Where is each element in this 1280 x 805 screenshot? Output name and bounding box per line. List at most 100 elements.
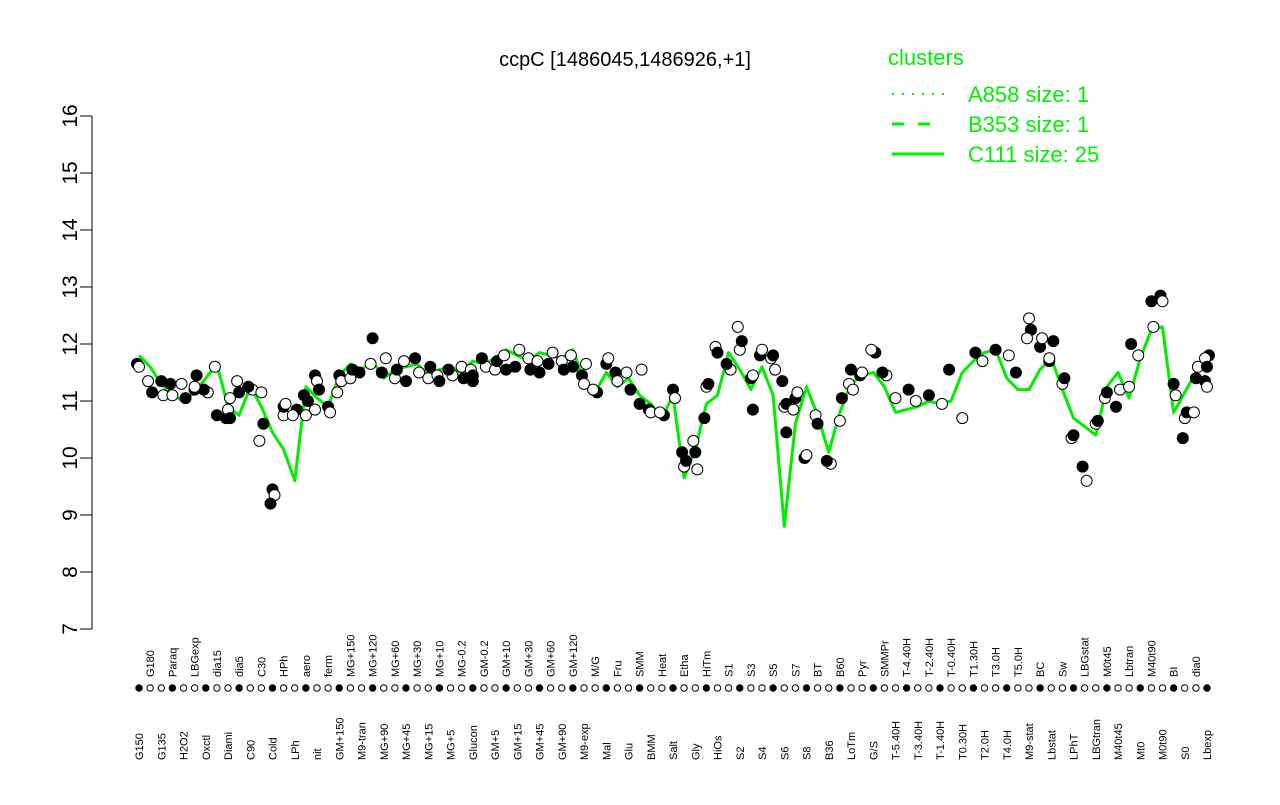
data-point [680, 454, 693, 467]
x-rug-marker [624, 684, 633, 692]
data-point [513, 343, 526, 356]
x-tick-label: Sw [1057, 662, 1069, 677]
x-rug-marker [902, 684, 911, 692]
data-point [620, 366, 633, 379]
x-rug-marker [936, 684, 944, 692]
x-rug-marker [168, 684, 177, 692]
data-point [264, 497, 277, 510]
x-rug-marker [179, 684, 188, 692]
x-tick-label: S7 [790, 664, 802, 677]
data-point [299, 409, 312, 422]
data-point [1147, 320, 1160, 333]
data-point [1201, 360, 1213, 373]
data-point [253, 434, 266, 447]
data-point [466, 369, 479, 382]
legend-entry-c111: C111 size: 25 [968, 142, 1099, 167]
x-tick-label: dia5 [234, 656, 246, 677]
x-rug-marker [747, 684, 755, 692]
x-rug-marker [1181, 684, 1189, 692]
x-tick-label: M9-stat [1024, 723, 1036, 760]
x-rug-marker [736, 684, 744, 692]
x-rug-marker [980, 684, 989, 692]
x-rug-marker [535, 684, 544, 692]
x-rug-marker [680, 684, 688, 692]
x-rug-marker [1025, 684, 1033, 692]
x-tick-label: GM+120 [568, 635, 580, 678]
data-point [922, 389, 935, 402]
y-tick-label: 11 [59, 390, 82, 412]
data-point [1043, 352, 1056, 365]
data-point [787, 403, 800, 416]
data-point [1125, 338, 1138, 350]
x-rug-marker [402, 684, 410, 692]
y-tick-label: 8 [59, 566, 82, 578]
x-rug-marker [780, 684, 788, 692]
data-point [188, 380, 201, 393]
x-tick-label: ferm [323, 655, 335, 677]
data-point [566, 360, 579, 373]
x-rug-marker [1114, 684, 1122, 692]
data-point [746, 403, 759, 416]
x-tick-label: M0t90 [1158, 729, 1170, 760]
x-tick-label: HPh [279, 656, 291, 677]
data-point [175, 377, 188, 390]
data-point [1156, 295, 1169, 308]
x-tick-label: LBGstat [1080, 637, 1092, 677]
x-rug-marker [335, 684, 343, 692]
data-point [1110, 400, 1122, 413]
x-rug-marker [268, 684, 277, 692]
data-point [366, 332, 379, 345]
data-point [720, 357, 733, 370]
x-tick-label: Lbtran [1124, 646, 1136, 677]
x-tick-label: Lbexp [1202, 730, 1214, 760]
data-point [653, 406, 666, 419]
data-point [889, 392, 902, 405]
x-rug-marker [947, 684, 955, 692]
x-rug-marker [380, 684, 388, 692]
x-rug-marker [858, 684, 866, 692]
x-rug-marker [1036, 684, 1044, 692]
x-rug-marker [146, 684, 154, 692]
data-point [286, 409, 299, 422]
data-point [769, 363, 782, 376]
x-tick-label: GM-0.2 [479, 640, 491, 677]
data-point [691, 463, 704, 476]
data-point [224, 392, 236, 405]
x-rug-marker [813, 684, 822, 692]
x-tick-label: MG+5 [446, 730, 458, 760]
x-rug-marker [513, 684, 521, 692]
x-tick-label: T-5.40H [891, 721, 903, 760]
x-rug-marker [357, 684, 366, 692]
x-tick-label: Glucon [468, 725, 480, 760]
x-tick-label: G150 [134, 733, 146, 760]
data-point [409, 352, 422, 365]
data-point [208, 360, 221, 373]
data-point [1036, 332, 1049, 345]
y-tick-label: 9 [59, 509, 82, 521]
data-point [509, 360, 522, 373]
legend-entry-b353: B353 size: 1 [968, 112, 1089, 137]
data-point [375, 366, 388, 379]
x-rug-marker [291, 684, 299, 692]
x-tick-label: S1 [724, 664, 736, 677]
x-rug-marker [891, 684, 900, 692]
x-tick-label: S2 [735, 747, 747, 760]
x-tick-label: C90 [245, 740, 257, 760]
x-tick-label: Glu [624, 743, 636, 760]
x-tick-label: Diami [223, 732, 235, 760]
x-tick-label: aero [301, 655, 313, 677]
x-tick-label: S6 [779, 747, 791, 760]
x-tick-label: Mt0 [1135, 742, 1147, 760]
data-point [1167, 377, 1180, 390]
x-rug-marker [313, 684, 321, 692]
x-tick-label: Gly [690, 743, 702, 760]
data-point [698, 412, 711, 425]
data-point [635, 363, 648, 376]
x-tick-label: LBGexp [190, 637, 202, 677]
legend: clusters A858 size: 1 B353 size: 1 C111 … [888, 45, 1099, 167]
x-tick-label: GM+15 [512, 724, 524, 760]
x-rug-marker [135, 684, 143, 692]
x-tick-label: M40t45 [1113, 723, 1125, 760]
x-rug-marker [1069, 684, 1078, 692]
x-rug-marker [1192, 684, 1200, 692]
